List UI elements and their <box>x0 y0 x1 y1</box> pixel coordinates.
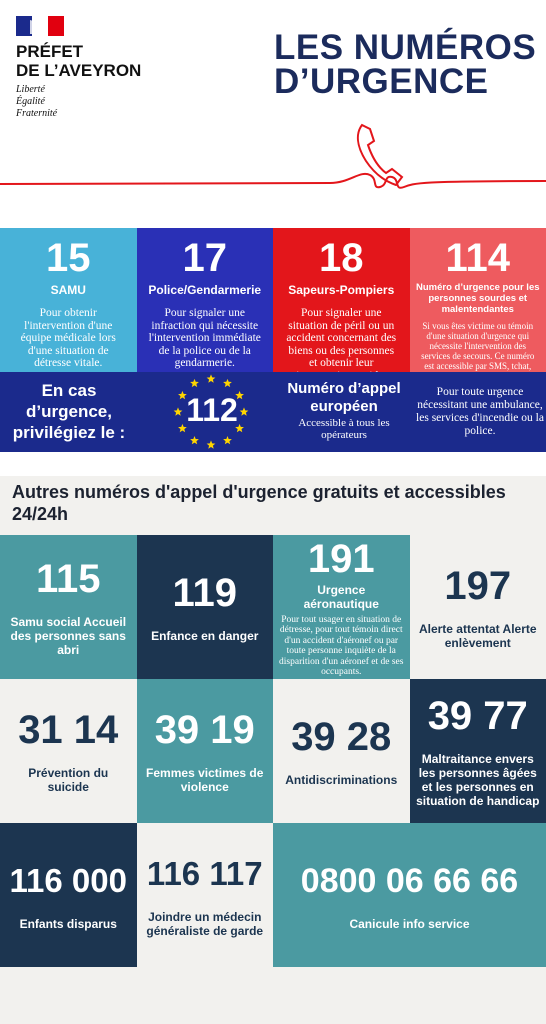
service-name: Enfance en danger <box>151 629 259 643</box>
number-card: 115 Samu social Accueil des personnes san… <box>0 535 137 679</box>
number: 39 28 <box>291 715 392 759</box>
number-card: 116 117 Joindre un médecin généraliste de… <box>136 823 273 967</box>
eu-stars <box>173 374 249 449</box>
number-card: 39 28 Antidiscriminations <box>273 679 410 823</box>
european-note: Accessible à tous les opérateurs <box>298 417 390 441</box>
star <box>178 423 187 433</box>
service-name: Numéro d’urgence pour les personnes sour… <box>415 282 540 315</box>
star <box>190 378 199 388</box>
service-name: Maltraitance envers les personnes âgées … <box>416 752 540 808</box>
number-card: 197 Alerte attentat Alerte enlèvement <box>409 535 546 679</box>
service-name: Alerte attentat Alerte enlèvement <box>418 622 537 650</box>
star <box>206 440 216 449</box>
number: 18 <box>319 236 364 280</box>
service-name: Antidiscriminations <box>285 773 398 787</box>
service-name: Samu social Accueil des personnes sans a… <box>10 615 127 657</box>
star <box>235 423 244 433</box>
number-card: 15 SAMU Pour obtenir l'intervention d'une … <box>0 228 137 372</box>
number-card: 119 Enfance en danger <box>136 535 273 679</box>
description: Si vous êtes victime ou témoin d'une sit… <box>421 321 535 372</box>
number: 116 000 <box>9 862 127 899</box>
number-card: 31 14 Prévention du suicide <box>0 679 137 823</box>
description: Pour obtenir l'intervention d'une équipe… <box>20 307 116 369</box>
description: Pour signaler une situation de péril ou … <box>286 307 397 372</box>
motto: Liberté <box>16 84 45 95</box>
prefet: PRÉFET <box>16 42 84 61</box>
service-name: Enfants disparus <box>19 917 117 931</box>
phone-cord <box>0 123 546 189</box>
title: D’URGENCE <box>274 62 489 101</box>
european-name: Numéro d’appel européen <box>287 380 401 415</box>
star <box>190 435 199 445</box>
european-band <box>0 372 546 452</box>
european-description: Pour toute urgence nécessitant une ambul… <box>416 386 544 437</box>
number-card: 18 Sapeurs-Pompiers Pour signaler une situ… <box>273 228 410 372</box>
number: 197 <box>444 564 512 608</box>
flag-logo <box>16 16 64 36</box>
number-card: 17 Police/Gendarmerie Pour signaler une in… <box>136 228 273 372</box>
service-name: SAMU <box>50 283 86 297</box>
number: 31 14 <box>18 708 119 752</box>
service-name: Urgence aéronautique <box>303 582 379 611</box>
star <box>173 407 183 416</box>
number: 116 117 <box>146 855 263 892</box>
number: 115 <box>35 557 101 601</box>
service-name: Sapeurs-Pompiers <box>288 283 395 297</box>
number: 39 19 <box>154 708 255 752</box>
service-name: Joindre un médecin généraliste de garde <box>146 910 264 938</box>
service-name: Femmes victimes de violence <box>146 766 264 794</box>
star <box>178 390 187 400</box>
european-number: 112 <box>186 392 238 428</box>
number-card: 114 Numéro d’urgence pour les personnes s… <box>409 228 546 372</box>
title: LES NUMÉROS <box>274 28 537 67</box>
number: 15 <box>46 236 91 280</box>
number-card: 116 000 Enfants disparus <box>0 823 137 967</box>
star <box>235 390 244 400</box>
motto: Égalité <box>16 96 45 107</box>
other-title: Autres numéros d'appel d'urgence gratuit… <box>12 482 506 524</box>
star <box>223 435 232 445</box>
number: 0800 06 66 66 <box>300 862 519 900</box>
number: 119 <box>172 571 238 615</box>
star <box>223 378 232 388</box>
star <box>206 374 216 383</box>
star <box>239 407 249 416</box>
number-card: 191 Urgence aéronautique Pour tout usager … <box>273 535 410 679</box>
description: Pour tout usager en situation de détress… <box>279 614 404 678</box>
number-card: 39 19 Femmes victimes de violence <box>136 679 273 823</box>
aveyron: DE L’AVEYRON <box>16 61 142 80</box>
number: 191 <box>307 536 375 581</box>
service-name: Canicule info service <box>349 917 470 931</box>
description: Pour signaler une infraction qui nécessi… <box>148 307 261 369</box>
motto: Fraternité <box>16 108 58 119</box>
european-intro: En cas d’urgence, privilégiez le : <box>12 381 126 442</box>
number: 39 77 <box>427 694 528 738</box>
number: 17 <box>182 236 228 280</box>
service-name: Prévention du suicide <box>28 766 109 794</box>
service-name: Police/Gendarmerie <box>148 283 262 297</box>
number-card: 39 77 Maltraitance envers les personnes â… <box>409 679 546 823</box>
number-card: 0800 06 66 66 Canicule info service <box>273 823 546 967</box>
number: 114 <box>445 236 511 280</box>
